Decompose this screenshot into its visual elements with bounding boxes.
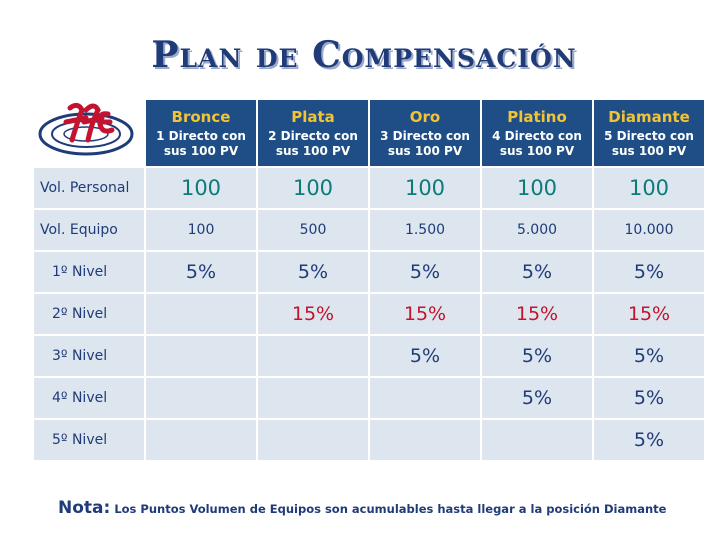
- row-label: 2º Nivel: [34, 294, 144, 334]
- table-cell: 5%: [370, 252, 480, 292]
- table-cell: [258, 336, 368, 376]
- table-cell: 100: [146, 168, 256, 208]
- rank-requirement: sus 100 PV: [163, 143, 239, 158]
- table-cell: 100: [370, 168, 480, 208]
- table-cell: 15%: [258, 294, 368, 334]
- table-cell: 100: [146, 210, 256, 250]
- table-cell: 5%: [370, 336, 480, 376]
- table-cell: 5%: [594, 420, 704, 460]
- page-title: Plan de Compensación: [151, 34, 577, 76]
- table-cell: 100: [482, 168, 592, 208]
- rank-requirement: 3 Directo con: [380, 128, 470, 143]
- table-row: Vol. Equipo 100 500 1.500 5.000 10.000: [34, 210, 704, 250]
- table-cell: 5%: [594, 336, 704, 376]
- table-cell: 500: [258, 210, 368, 250]
- rank-requirement: sus 100 PV: [499, 143, 575, 158]
- table-cell: 5%: [594, 378, 704, 418]
- table-cell: 5%: [594, 252, 704, 292]
- rank-requirement: sus 100 PV: [387, 143, 463, 158]
- company-logo-icon: [38, 102, 134, 156]
- table-cell: 5%: [258, 252, 368, 292]
- table-cell: 5%: [482, 336, 592, 376]
- table-cell: 100: [258, 168, 368, 208]
- table-cell: 15%: [370, 294, 480, 334]
- rank-header-bronce: Bronce 1 Directo con sus 100 PV: [146, 100, 256, 166]
- rank-requirement: sus 100 PV: [275, 143, 351, 158]
- table-cell: [146, 420, 256, 460]
- table-row: 3º Nivel 5% 5% 5%: [34, 336, 704, 376]
- rank-requirement: 4 Directo con: [492, 128, 582, 143]
- note-text: Los Puntos Volumen de Equipos son acumul…: [114, 502, 667, 516]
- rank-header-plata: Plata 2 Directo con sus 100 PV: [258, 100, 368, 166]
- table-cell: 15%: [594, 294, 704, 334]
- compensation-table: Bronce 1 Directo con sus 100 PV Plata 2 …: [32, 98, 706, 462]
- table-row: 4º Nivel 5% 5%: [34, 378, 704, 418]
- table-cell: 100: [594, 168, 704, 208]
- rank-name: Bronce: [171, 107, 231, 126]
- table-row: 5º Nivel 5%: [34, 420, 704, 460]
- footnote: Nota: Los Puntos Volumen de Equipos son a…: [58, 498, 666, 518]
- rank-requirement: 2 Directo con: [268, 128, 358, 143]
- table-cell: 5%: [482, 378, 592, 418]
- row-label: Vol. Personal: [34, 168, 144, 208]
- table-cell: 5%: [482, 252, 592, 292]
- table-cell: 1.500: [370, 210, 480, 250]
- row-label: 5º Nivel: [34, 420, 144, 460]
- row-label: 3º Nivel: [34, 336, 144, 376]
- rank-header-platino: Platino 4 Directo con sus 100 PV: [482, 100, 592, 166]
- rank-name: Diamante: [608, 107, 690, 126]
- row-label: Vol. Equipo: [34, 210, 144, 250]
- rank-name: Platino: [507, 107, 567, 126]
- table-cell: 5%: [146, 252, 256, 292]
- table-cell: [146, 378, 256, 418]
- header-row: Bronce 1 Directo con sus 100 PV Plata 2 …: [34, 100, 704, 166]
- note-label: Nota:: [58, 498, 111, 518]
- table-cell: [258, 378, 368, 418]
- rank-header-oro: Oro 3 Directo con sus 100 PV: [370, 100, 480, 166]
- table-row: 2º Nivel 15% 15% 15% 15%: [34, 294, 704, 334]
- rank-name: Plata: [291, 107, 335, 126]
- table-cell: [482, 420, 592, 460]
- table-cell: [146, 336, 256, 376]
- row-label: 4º Nivel: [34, 378, 144, 418]
- table-cell: 15%: [482, 294, 592, 334]
- rank-requirement: 5 Directo con: [604, 128, 694, 143]
- row-label: 1º Nivel: [34, 252, 144, 292]
- table-row: 1º Nivel 5% 5% 5% 5% 5%: [34, 252, 704, 292]
- rank-requirement: sus 100 PV: [611, 143, 687, 158]
- table-cell: 10.000: [594, 210, 704, 250]
- table-row: Vol. Personal 100 100 100 100 100: [34, 168, 704, 208]
- table-cell: [146, 294, 256, 334]
- rank-requirement: 1 Directo con: [156, 128, 246, 143]
- logo-cell: [34, 100, 144, 166]
- table-cell: [370, 378, 480, 418]
- table-cell: [370, 420, 480, 460]
- rank-name: Oro: [409, 107, 441, 126]
- rank-header-diamante: Diamante 5 Directo con sus 100 PV: [594, 100, 704, 166]
- table-cell: 5.000: [482, 210, 592, 250]
- table-cell: [258, 420, 368, 460]
